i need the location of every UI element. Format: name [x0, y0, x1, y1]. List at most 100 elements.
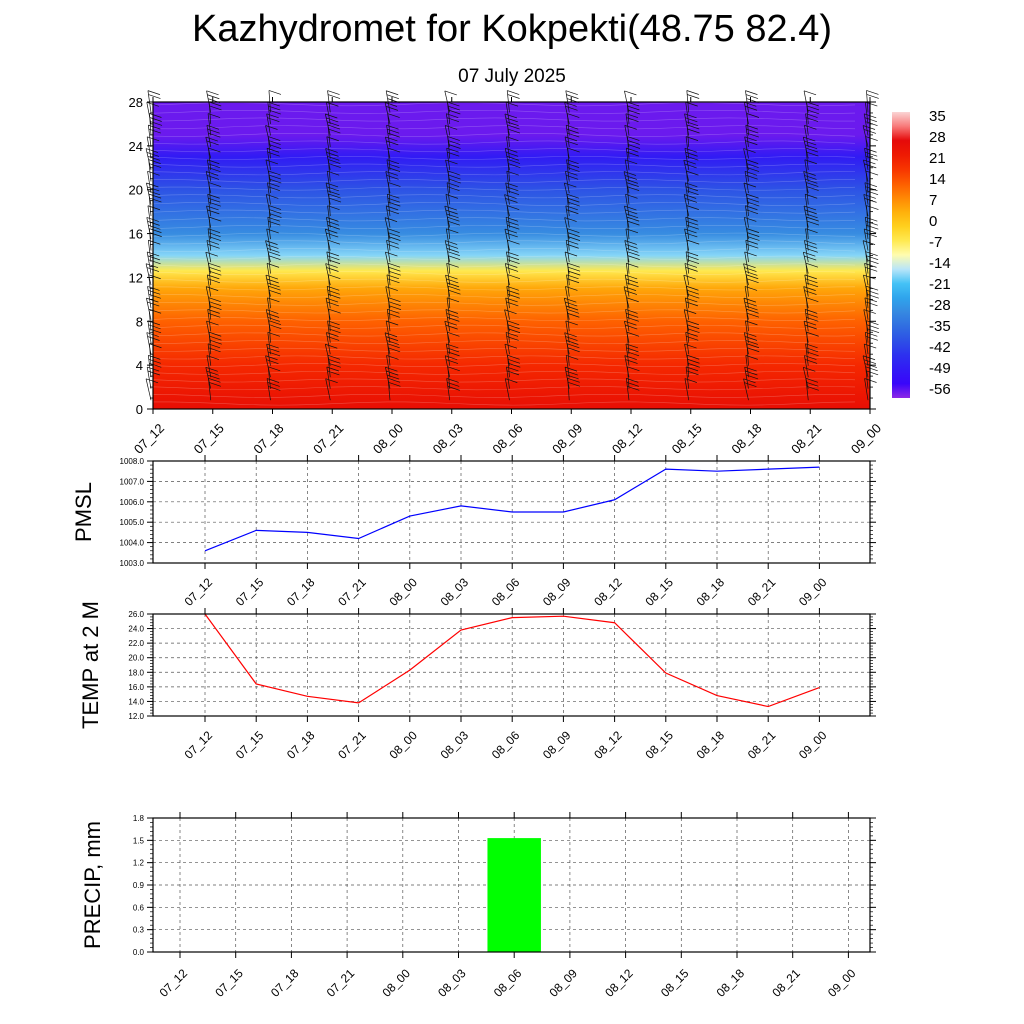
wind-barb-feather [206, 286, 219, 291]
y-tick-label: 0 [136, 402, 143, 417]
wind-barb [384, 332, 391, 355]
x-tick-label: 09_00 [796, 575, 830, 609]
wind-barb-feather [804, 324, 817, 330]
wind-barb-feather [627, 220, 640, 226]
wind-barb-feather [447, 136, 460, 141]
wind-barb [505, 297, 510, 320]
wind-barb-feather [684, 147, 698, 153]
x-tick-label: 08_06 [491, 966, 525, 1000]
contour-line [152, 309, 856, 314]
wind-barb [444, 206, 451, 228]
colorbar-label: -21 [929, 276, 951, 293]
wind-barb [385, 367, 391, 389]
wind-barb [564, 217, 570, 240]
wind-barb [624, 321, 630, 343]
wind-barb [326, 366, 331, 389]
wind-barb-feather [804, 255, 817, 261]
wind-barb-feather [805, 359, 818, 364]
wind-barb [384, 217, 391, 240]
x-tick-label: 08_12 [591, 575, 625, 609]
wind-barb-feather [567, 262, 580, 268]
wind-barb-feather [804, 140, 817, 146]
wind-barb-feather [206, 90, 219, 96]
y-tick-label: 1004.0 [120, 539, 145, 548]
wind-barb-feather [148, 274, 161, 280]
wind-barb-feather [208, 262, 221, 268]
x-tick-label: 07_12 [131, 421, 167, 457]
y-tick-label: 24 [129, 139, 143, 154]
wind-barb [805, 343, 809, 366]
contour-line [152, 194, 856, 199]
wind-barb-feather [803, 366, 816, 372]
wind-barb-feather [504, 194, 517, 199]
wind-barb-feather [625, 309, 638, 314]
wind-barb [267, 297, 271, 320]
colorbar-label: -42 [929, 339, 951, 356]
wind-barb-feather [686, 259, 700, 265]
wind-barb-feather [507, 128, 521, 134]
contour-line [152, 386, 856, 391]
wind-barb-feather [866, 324, 879, 330]
x-tick-label: 09_00 [848, 421, 884, 457]
wind-barb [565, 205, 570, 228]
wind-barb-feather [626, 182, 639, 187]
wind-barb-feather [862, 240, 876, 245]
wind-barb [266, 228, 271, 251]
wind-barb [326, 332, 331, 355]
wind-barb-feather [208, 297, 221, 303]
wind-barb [385, 136, 391, 159]
wind-barb-feather [565, 320, 578, 326]
wind-barb-feather [743, 378, 756, 384]
wind-barb-feather [266, 194, 279, 199]
wind-barb-feather [685, 151, 698, 157]
wind-barb-feather [327, 239, 341, 245]
wind-barb-feather [747, 347, 760, 353]
wind-barb-feather [149, 362, 162, 368]
wind-barb-feather [447, 251, 460, 257]
contour-line [152, 140, 856, 145]
y-tick-label: 1.2 [133, 859, 145, 868]
wind-barb-feather [268, 90, 282, 95]
colorbar-label: -28 [929, 297, 951, 314]
wind-barb-feather [448, 174, 461, 180]
wind-barb [625, 378, 630, 401]
wind-barb [565, 286, 570, 309]
contour-line [152, 102, 856, 107]
y-tick-label: 12 [129, 270, 143, 285]
wind-barb-feather [505, 378, 518, 383]
wind-barb-feather [327, 354, 341, 360]
wind-barb [325, 297, 331, 320]
wind-barb-feather [384, 102, 398, 107]
wind-barb-feather [447, 105, 460, 111]
wind-barb-feather [445, 240, 458, 245]
wind-barb [505, 182, 510, 205]
colorbar-label: 7 [929, 192, 937, 209]
wind-barb-feather [388, 266, 401, 272]
wind-barb-feather [744, 170, 758, 176]
wind-barb-feather [626, 297, 639, 303]
contour-line [152, 401, 856, 406]
wind-barb [803, 286, 809, 309]
wind-barb-feather [804, 355, 817, 360]
wind-barb-feather [805, 147, 819, 153]
wind-barb [506, 320, 510, 343]
wind-barb-feather [207, 128, 220, 134]
wind-barb-feather [388, 270, 401, 276]
wind-barb-feather [805, 213, 818, 219]
colorbar-label: -49 [929, 360, 951, 377]
wind-barb-feather [685, 267, 698, 272]
wind-barb [745, 320, 749, 343]
wind-barb-feather [505, 263, 518, 268]
wind-barb-feather [803, 171, 816, 176]
wind-barb [147, 240, 152, 263]
wind-barb-feather [687, 128, 700, 134]
wind-barb-feather [687, 239, 700, 245]
wind-barb-feather [744, 136, 757, 142]
wind-barb-feather [744, 366, 757, 372]
wind-barb [623, 171, 630, 194]
x-tick-label: 08_21 [745, 575, 779, 609]
wind-barb-feather [687, 94, 700, 99]
wind-barb-feather [684, 113, 697, 119]
wind-barb-feather [685, 121, 699, 127]
wind-barb [743, 378, 749, 401]
